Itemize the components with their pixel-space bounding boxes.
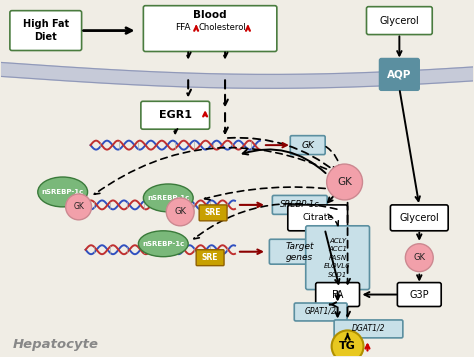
FancyArrowPatch shape: [328, 197, 333, 202]
FancyArrowPatch shape: [228, 138, 336, 172]
FancyArrowPatch shape: [185, 80, 191, 95]
Text: GPAT1/2: GPAT1/2: [305, 307, 337, 316]
FancyBboxPatch shape: [196, 250, 224, 266]
FancyBboxPatch shape: [288, 205, 347, 231]
FancyArrowPatch shape: [336, 307, 340, 317]
FancyBboxPatch shape: [294, 303, 347, 321]
Text: High Fat
Diet: High Fat Diet: [23, 19, 69, 42]
Text: Blood: Blood: [193, 10, 227, 20]
FancyBboxPatch shape: [334, 320, 403, 338]
Text: ACLY
ACC1
FASN
ELOVL6
SCD1: ACLY ACC1 FASN ELOVL6 SCD1: [324, 238, 351, 278]
FancyArrowPatch shape: [243, 150, 326, 173]
FancyArrowPatch shape: [346, 333, 350, 340]
Text: FFA: FFA: [175, 23, 191, 32]
Circle shape: [166, 198, 194, 226]
FancyBboxPatch shape: [199, 205, 227, 221]
Text: nSREBP-1c: nSREBP-1c: [42, 189, 84, 195]
Circle shape: [405, 244, 433, 272]
FancyBboxPatch shape: [141, 101, 210, 129]
Text: Hepatocyte: Hepatocyte: [13, 338, 99, 351]
Text: Target
genes: Target genes: [285, 242, 314, 262]
Text: AQP: AQP: [387, 69, 411, 79]
Text: Citrate: Citrate: [302, 213, 333, 222]
FancyArrowPatch shape: [336, 291, 340, 300]
Ellipse shape: [143, 184, 193, 212]
FancyArrowPatch shape: [328, 214, 338, 226]
FancyBboxPatch shape: [143, 6, 277, 51]
FancyArrowPatch shape: [205, 187, 337, 200]
Text: GK: GK: [337, 177, 352, 187]
Text: SRE: SRE: [205, 208, 221, 217]
Text: Glycerol: Glycerol: [400, 213, 439, 223]
Text: SRE: SRE: [202, 253, 219, 262]
FancyArrowPatch shape: [397, 36, 401, 55]
FancyArrowPatch shape: [203, 112, 207, 116]
Text: nSREBP-1c: nSREBP-1c: [142, 241, 184, 247]
Text: GK: GK: [413, 253, 425, 262]
FancyBboxPatch shape: [380, 59, 419, 90]
FancyBboxPatch shape: [366, 7, 432, 35]
FancyArrowPatch shape: [345, 203, 350, 284]
Text: Cholesterol: Cholesterol: [198, 23, 246, 32]
Text: G3P: G3P: [410, 290, 429, 300]
FancyArrowPatch shape: [222, 113, 228, 133]
FancyArrowPatch shape: [417, 275, 421, 280]
Circle shape: [66, 194, 91, 220]
FancyArrowPatch shape: [83, 28, 131, 33]
FancyArrowPatch shape: [186, 52, 191, 57]
FancyBboxPatch shape: [391, 205, 448, 231]
Text: SREBP-1c: SREBP-1c: [280, 200, 319, 210]
FancyArrowPatch shape: [223, 52, 228, 57]
FancyArrowPatch shape: [240, 250, 262, 254]
Text: GK: GK: [174, 207, 186, 216]
Text: FA: FA: [332, 290, 343, 300]
FancyArrowPatch shape: [325, 231, 339, 284]
FancyArrowPatch shape: [240, 203, 262, 207]
Ellipse shape: [38, 177, 88, 207]
FancyArrowPatch shape: [194, 203, 337, 239]
Text: GK: GK: [73, 202, 84, 211]
Text: GK: GK: [301, 141, 314, 150]
FancyArrowPatch shape: [400, 91, 420, 201]
FancyBboxPatch shape: [397, 283, 441, 307]
FancyBboxPatch shape: [273, 195, 327, 214]
Circle shape: [327, 164, 363, 200]
Text: Glycerol: Glycerol: [380, 16, 419, 26]
Text: nSREBP-1c: nSREBP-1c: [147, 195, 190, 201]
FancyArrowPatch shape: [417, 232, 421, 239]
FancyArrowPatch shape: [173, 129, 177, 134]
FancyBboxPatch shape: [306, 226, 369, 290]
FancyBboxPatch shape: [316, 283, 359, 307]
FancyArrowPatch shape: [94, 147, 337, 194]
FancyArrowPatch shape: [265, 143, 287, 147]
Circle shape: [332, 331, 364, 357]
FancyBboxPatch shape: [269, 239, 330, 264]
FancyArrowPatch shape: [194, 27, 198, 31]
Text: EGR1: EGR1: [159, 110, 192, 120]
FancyArrowPatch shape: [345, 307, 350, 317]
Ellipse shape: [138, 231, 188, 257]
FancyArrowPatch shape: [330, 302, 336, 307]
FancyBboxPatch shape: [290, 136, 325, 155]
FancyArrowPatch shape: [222, 80, 228, 105]
FancyArrowPatch shape: [326, 147, 342, 170]
FancyArrowPatch shape: [365, 292, 397, 297]
Text: DGAT1/2: DGAT1/2: [352, 324, 385, 333]
FancyArrowPatch shape: [365, 345, 369, 351]
FancyBboxPatch shape: [10, 11, 82, 50]
FancyArrowPatch shape: [246, 27, 250, 31]
Text: TG: TG: [339, 341, 356, 351]
